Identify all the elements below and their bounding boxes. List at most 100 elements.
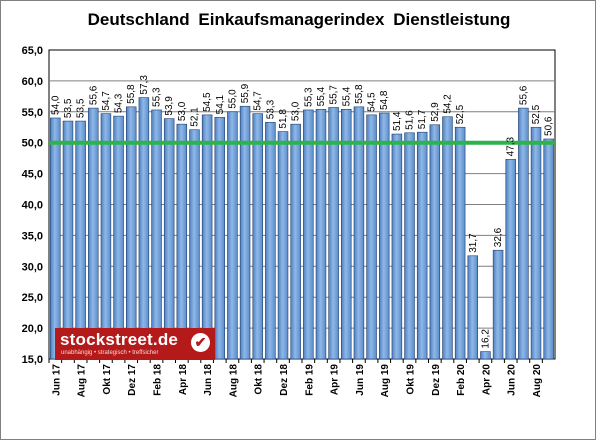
bar (353, 106, 365, 360)
data-label: 53,9 (164, 96, 175, 116)
data-label: 55,4 (341, 86, 352, 106)
bar (252, 113, 263, 360)
data-label: 55,8 (126, 84, 137, 104)
x-tick-label: Aug 20 (532, 364, 543, 398)
data-label: 53,5 (76, 98, 87, 118)
bar (442, 116, 453, 360)
bar (303, 109, 314, 360)
bar (214, 117, 226, 360)
bar (454, 126, 466, 360)
data-label: 51,7 (417, 109, 428, 129)
data-label: 55,3 (152, 87, 163, 107)
bar (492, 249, 504, 360)
x-tick-label: Aug 19 (380, 364, 391, 398)
y-tick-label: 30,0 (22, 261, 43, 273)
data-label: 32,6 (493, 227, 504, 247)
x-tick-label: Jun 19 (355, 364, 366, 396)
bar (201, 114, 213, 360)
bar (467, 255, 479, 360)
data-label: 54,7 (101, 91, 112, 111)
x-tick-label: Aug 18 (228, 364, 239, 398)
bar (239, 105, 251, 360)
data-label: 57,3 (139, 75, 150, 95)
bar (378, 112, 390, 360)
bar (429, 124, 441, 360)
x-tick-label: Okt 19 (406, 364, 417, 395)
bar (391, 133, 403, 360)
data-label: 54,3 (114, 93, 125, 113)
bar (315, 109, 327, 360)
x-tick-label: Apr 18 (178, 364, 189, 396)
data-label: 51,6 (405, 110, 416, 130)
data-label: 55,9 (240, 83, 251, 103)
data-labels: 54,0 53,5 53,555,6 54,7 54,3 55,8 57,355,3 53,9… (50, 75, 554, 349)
bar (505, 159, 516, 360)
bar (277, 131, 289, 360)
logo-slogan: unabhängig • strategisch • treffsicher (61, 350, 159, 356)
data-label: 55,3 (303, 87, 314, 107)
bar (88, 107, 99, 360)
bar (404, 132, 415, 360)
bar (75, 120, 86, 360)
bar (50, 117, 61, 360)
bar (189, 129, 200, 360)
bar (328, 107, 339, 360)
data-label: 51,4 (392, 111, 403, 131)
stockstreet-logo: stockstreet.de unabhängig • strategisch … (55, 328, 215, 360)
bar (366, 114, 377, 360)
data-label: 47,3 (506, 136, 517, 156)
x-tick-label: Dez 17 (127, 364, 138, 396)
bar (151, 109, 162, 360)
data-label: 16,2 (480, 329, 491, 349)
data-label: 54,8 (379, 90, 390, 110)
y-tick-label: 15,0 (22, 354, 43, 366)
data-label: 51,8 (278, 109, 289, 129)
x-tick-label: Feb 19 (304, 364, 315, 396)
data-label: 55,0 (227, 89, 238, 109)
data-label: 53,0 (291, 101, 302, 121)
x-tick-label: Dez 18 (279, 364, 290, 396)
bar (341, 109, 352, 360)
bar (543, 138, 554, 360)
x-tick-label: Apr 20 (481, 364, 492, 396)
bar (530, 126, 542, 360)
data-label: 53,5 (63, 98, 74, 118)
data-label: 55,7 (329, 85, 340, 105)
data-label: 52,5 (531, 104, 542, 124)
x-tick-label: Dez 19 (431, 364, 442, 396)
bar (518, 107, 529, 360)
chart-title: Deutschland Einkaufsmanagerindex Dienstl… (87, 10, 511, 29)
data-label: 55,6 (88, 85, 99, 105)
logo-brand: stockstreet.de (60, 330, 179, 349)
x-tick-label: Okt 18 (254, 364, 265, 395)
bars (50, 97, 554, 360)
x-tick-label: Okt 17 (102, 364, 113, 395)
x-tick-label: Jun 20 (507, 364, 518, 396)
data-label: 55,6 (518, 85, 529, 105)
bar (113, 115, 124, 360)
x-tick-label: Jun 17 (51, 364, 62, 396)
data-label: 55,4 (316, 86, 327, 106)
y-tick-label: 35,0 (22, 230, 43, 242)
x-tick-label: Apr 19 (330, 364, 341, 396)
data-label: 55,8 (354, 84, 365, 104)
y-tick-label: 50,0 (22, 138, 43, 150)
data-label: 54,2 (442, 94, 453, 114)
x-tick-label: Feb 20 (456, 364, 467, 396)
data-label: 54,1 (215, 94, 226, 114)
check-icon: ✔ (191, 333, 210, 352)
y-tick-label: 20,0 (22, 323, 43, 335)
y-tick-label: 40,0 (22, 200, 43, 212)
data-label: 53,0 (177, 101, 188, 121)
data-label: 52,1 (189, 107, 200, 127)
data-label: 50,6 (544, 116, 555, 136)
y-tick-label: 65,0 (22, 45, 43, 57)
y-axis-ticks: 15,0 20,0 25,0 30,0 35,0 40,0 45,0 50,0 55,0 60,0… (22, 45, 43, 366)
bar (100, 113, 112, 360)
bar (290, 123, 301, 360)
x-tick-label: Aug 17 (77, 364, 88, 398)
bar (176, 123, 188, 360)
y-tick-label: 45,0 (22, 169, 43, 181)
